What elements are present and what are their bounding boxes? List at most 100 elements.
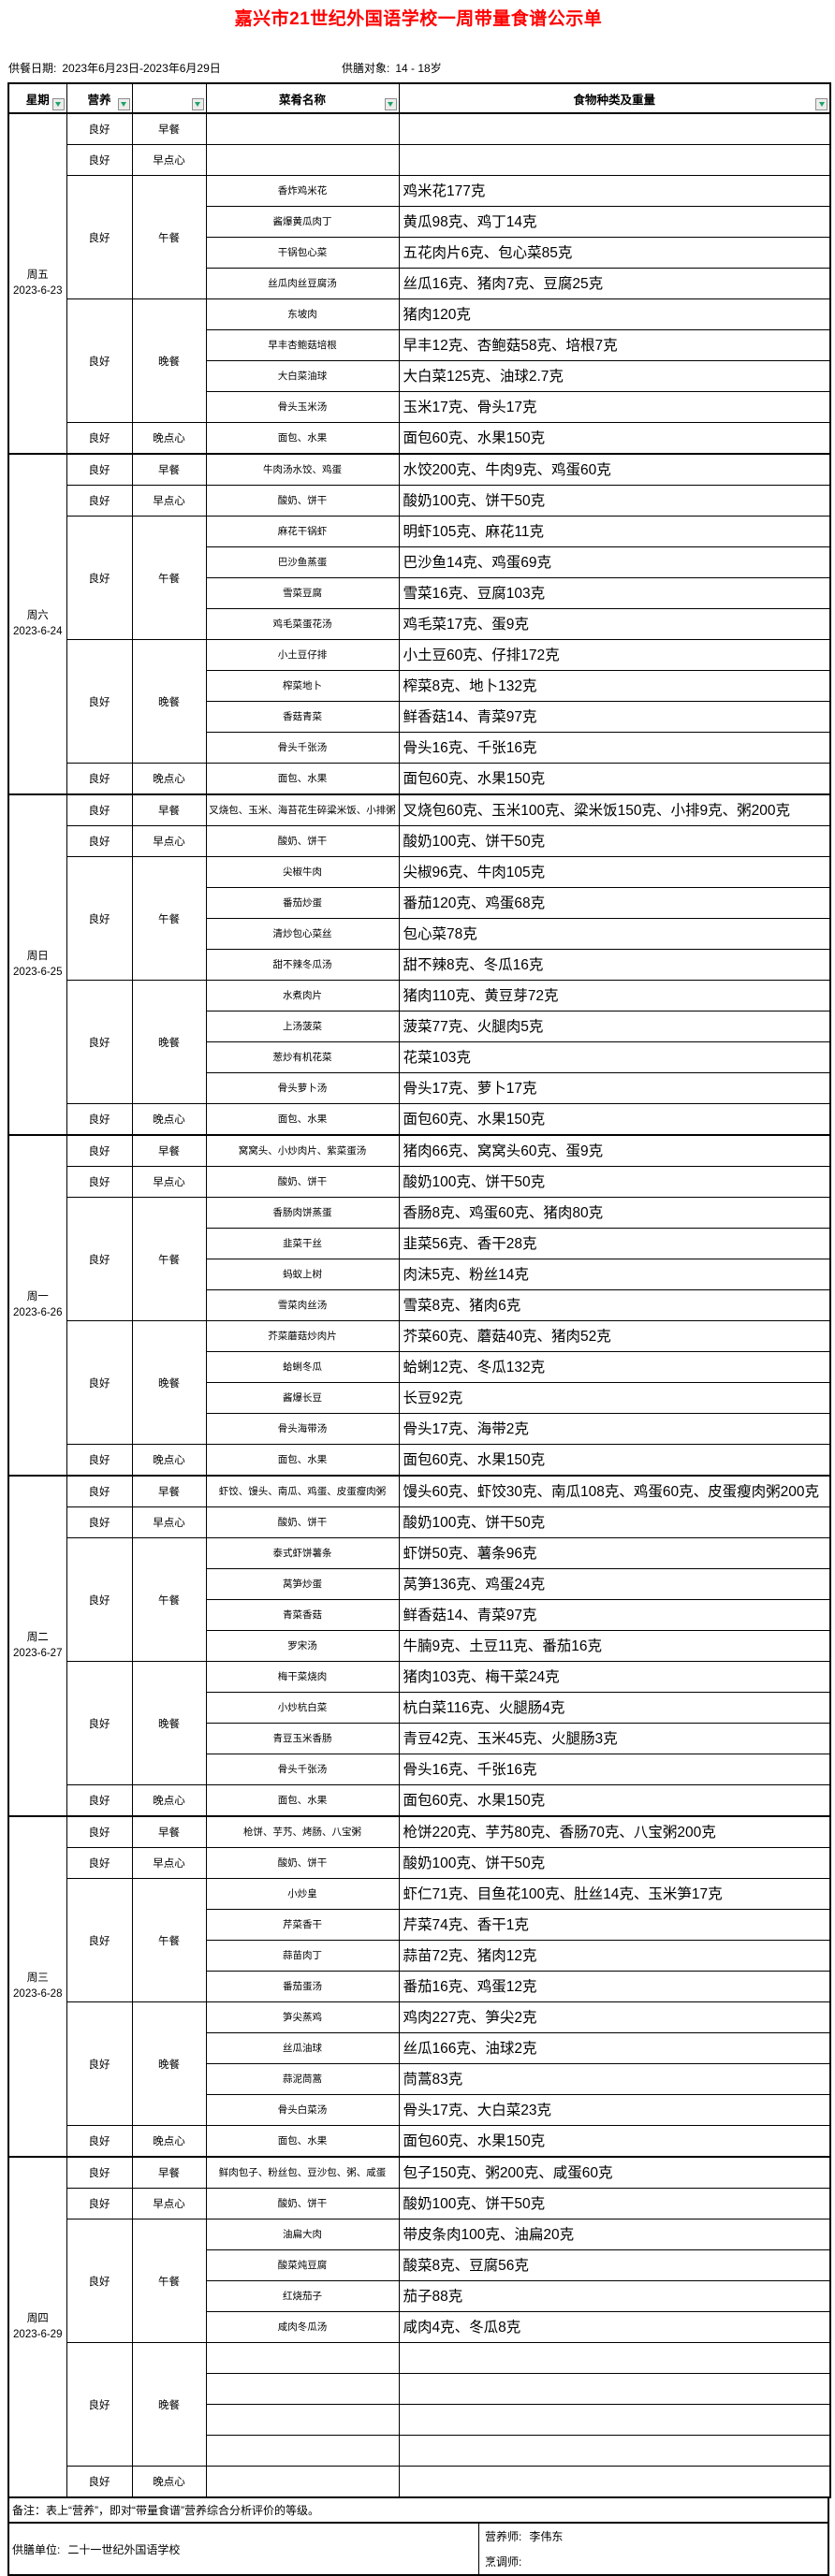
serve-target-label: 供膳对象: — [342, 62, 390, 75]
dish-cell: 蒜苗肉丁 — [205, 1940, 400, 1972]
dish-cell: 酱爆长豆 — [205, 1382, 400, 1414]
weight-cell: 榨菜8克、地卜132克 — [398, 670, 831, 702]
menu-row: 良好 晚点心 面包、水果 面包60克、水果150克 — [8, 2125, 831, 2158]
menu-row: 巴沙鱼蒸蛋 巴沙鱼14克、鸡蛋69克 — [8, 546, 831, 578]
weight-cell: 酸奶100克、饼干50克 — [398, 825, 831, 857]
menu-row: 良好 午餐 油扁大肉 带皮条肉100克、油扁20克 — [8, 2219, 831, 2343]
menu-row: 早丰杏鲍菇培根 早丰12克、杏鲍菇58克、培根7克 — [8, 329, 831, 361]
menu-row: 良好 晚餐 芥菜蘑菇炒肉片 芥菜60克、蘑菇40克、猪肉52克 — [8, 1320, 831, 1445]
filter-button-dish[interactable] — [384, 98, 397, 110]
dish-cell: 麻花干锅虾 — [205, 516, 400, 547]
nutrition-cell: 良好 — [66, 856, 133, 981]
supplier-label: 供膳单位: — [12, 2542, 61, 2556]
weight-cell: 雪菜8克、猪肉6克 — [398, 1289, 831, 1321]
menu-row: 周三 2023-6-28 良好 早餐 枪饼、芋艿、烤肠、八宝粥 枪饼220克、芋艿80克、… — [7, 1815, 831, 2158]
weight-cell: 面包60克、水果150克 — [398, 1103, 831, 1136]
dish-cell: 梅干菜烧肉 — [205, 1661, 400, 1693]
dish-cell: 甜不辣冬瓜汤 — [205, 949, 400, 981]
weight-cell: 面包60克、水果150克 — [398, 763, 831, 795]
menu-row: 蛤蜊冬瓜 蛤蜊12克、冬瓜132克 — [8, 1351, 831, 1383]
menu-row: 骨头海带汤 骨头17克、海带2克 — [8, 1413, 831, 1445]
filter-button-food[interactable] — [815, 98, 828, 110]
dish-cell — [205, 2373, 400, 2405]
dish-cell: 葱炒有机花菜 — [205, 1041, 400, 1073]
dish-cell: 番茄蛋汤 — [205, 1971, 400, 2002]
weight-cell: 酸奶100克、饼干50克 — [398, 1166, 831, 1198]
dish-cell: 咸肉冬瓜汤 — [205, 2311, 400, 2343]
weight-cell: 鸡米花177克 — [398, 175, 831, 207]
weight-cell: 面包60克、水果150克 — [398, 422, 831, 455]
dish-cell — [205, 2404, 400, 2436]
meal-cell: 晚点心 — [131, 2466, 207, 2498]
weight-cell: 馒头60克、虾饺30克、南瓜108克、鸡蛋60克、皮蛋瘦肉粥200克 — [398, 1475, 831, 1507]
menu-row: 良好 晚点心 面包、水果 面包60克、水果150克 — [8, 763, 831, 795]
day-cell: 周日 2023-6-25 — [7, 793, 67, 1136]
meal-cell: 晚点心 — [131, 763, 207, 795]
menu-row: 骨头玉米汤 玉米17克、骨头17克 — [8, 391, 831, 423]
dish-cell: 水煮肉片 — [205, 980, 400, 1011]
supplier: 供膳单位: 二十一世纪外国语学校 — [9, 2524, 479, 2574]
dish-cell: 面包、水果 — [205, 1103, 400, 1136]
filter-button-day[interactable] — [51, 98, 65, 110]
weight-cell: 骨头17克、萝卜17克 — [398, 1072, 831, 1104]
meal-cell: 早点心 — [131, 485, 207, 517]
menu-row: 清炒包心菜丝 包心菜78克 — [8, 918, 831, 950]
dish-cell: 骨头玉米汤 — [205, 391, 400, 423]
weight-cell: 骨头17克、大白菜23克 — [398, 2094, 831, 2126]
serve-date-value: 2023年6月23日-2023年6月29日 — [62, 62, 221, 75]
dish-cell: 泰式虾饼薯条 — [205, 1537, 400, 1569]
day-date: 2023-6-23 — [13, 285, 63, 297]
meal-cell: 晚餐 — [131, 2001, 207, 2126]
weight-cell: 小土豆60克、仔排172克 — [398, 639, 831, 671]
dish-cell: 番茄炒蛋 — [205, 887, 400, 919]
meal-cell: 晚餐 — [131, 980, 207, 1104]
menu-row: 干锅包心菜 五花肉片6克、包心菜85克 — [8, 237, 831, 269]
weight-cell: 尖椒96克、牛肉105克 — [398, 856, 831, 888]
dish-cell: 油扁大肉 — [205, 2219, 400, 2250]
weight-cell: 虾饼50克、薯条96克 — [398, 1537, 831, 1569]
menu-row: 周五 2023-6-23 良好 早餐 — [7, 112, 831, 455]
nutrition-cell: 良好 — [66, 175, 133, 299]
meal-cell: 午餐 — [131, 1878, 207, 2002]
day-label: 周四 — [26, 2313, 49, 2324]
weight-cell: 水饺200克、牛肉9克、鸡蛋60克 — [398, 453, 831, 486]
menu-table: 星期 营养 菜肴名称 食物种类及重量 — [7, 82, 831, 2498]
nutrition-cell: 良好 — [66, 2188, 133, 2219]
serve-target: 供膳对象: 14 - 18岁 — [342, 60, 442, 76]
dish-cell: 面包、水果 — [205, 2125, 400, 2158]
serve-date: 供餐日期: 2023年6月23日-2023年6月29日 — [8, 60, 221, 76]
meal-cell: 早点心 — [131, 144, 207, 176]
dish-cell: 枪饼、芋艿、烤肠、八宝粥 — [205, 1815, 400, 1848]
weight-cell: 五花肉片6克、包心菜85克 — [398, 237, 831, 269]
nutrition-cell: 良好 — [66, 1537, 133, 1662]
dish-cell: 面包、水果 — [205, 763, 400, 795]
weight-cell: 包子150克、粥200克、咸蛋60克 — [398, 2156, 831, 2189]
nutrition-cell: 良好 — [66, 298, 133, 423]
meal-cell: 早点心 — [131, 1847, 207, 1879]
dish-cell: 清炒包心菜丝 — [205, 918, 400, 950]
menu-row: 良好 早点心 酸奶、饼干 酸奶100克、饼干50克 — [8, 825, 831, 857]
menu-row: 良好 午餐 泰式虾饼薯条 虾饼50克、薯条96克 — [8, 1537, 831, 1662]
header-food-label: 食物种类及重量 — [573, 93, 655, 107]
filter-button-meal[interactable] — [191, 98, 204, 110]
menu-row: 良好 早点心 酸奶、饼干 酸奶100克、饼干50克 — [8, 2188, 831, 2219]
day-cell: 周三 2023-6-28 — [7, 1815, 67, 2158]
menu-row: 榨菜地卜 榨菜8克、地卜132克 — [8, 670, 831, 702]
meal-cell: 晚点心 — [131, 422, 207, 455]
menu-row: 骨头白菜汤 骨头17克、大白菜23克 — [8, 2094, 831, 2126]
menu-row: 良好 早点心 — [8, 144, 831, 176]
weight-cell: 黄瓜98克、鸡丁14克 — [398, 206, 831, 238]
filter-button-nutrition[interactable] — [117, 98, 130, 110]
dish-cell: 骨头千张汤 — [205, 1754, 400, 1785]
weight-cell: 酸奶100克、饼干50克 — [398, 485, 831, 517]
header-cell-dish: 菜肴名称 — [205, 82, 400, 114]
nutrition-cell: 良好 — [66, 2342, 133, 2467]
nutritionist-label: 营养师: — [485, 2530, 522, 2543]
meal-cell: 午餐 — [131, 1537, 207, 1662]
weight-cell: 长豆92克 — [398, 1382, 831, 1414]
dish-cell: 蛤蜊冬瓜 — [205, 1351, 400, 1383]
day-date: 2023-6-28 — [13, 1988, 63, 2000]
nutrition-cell: 良好 — [66, 2125, 133, 2158]
meta-bar: 供餐日期: 2023年6月23日-2023年6月29日 供膳对象: 14 - 18岁 — [7, 60, 829, 77]
menu-row: 酱爆黄瓜肉丁 黄瓜98克、鸡丁14克 — [8, 206, 831, 238]
